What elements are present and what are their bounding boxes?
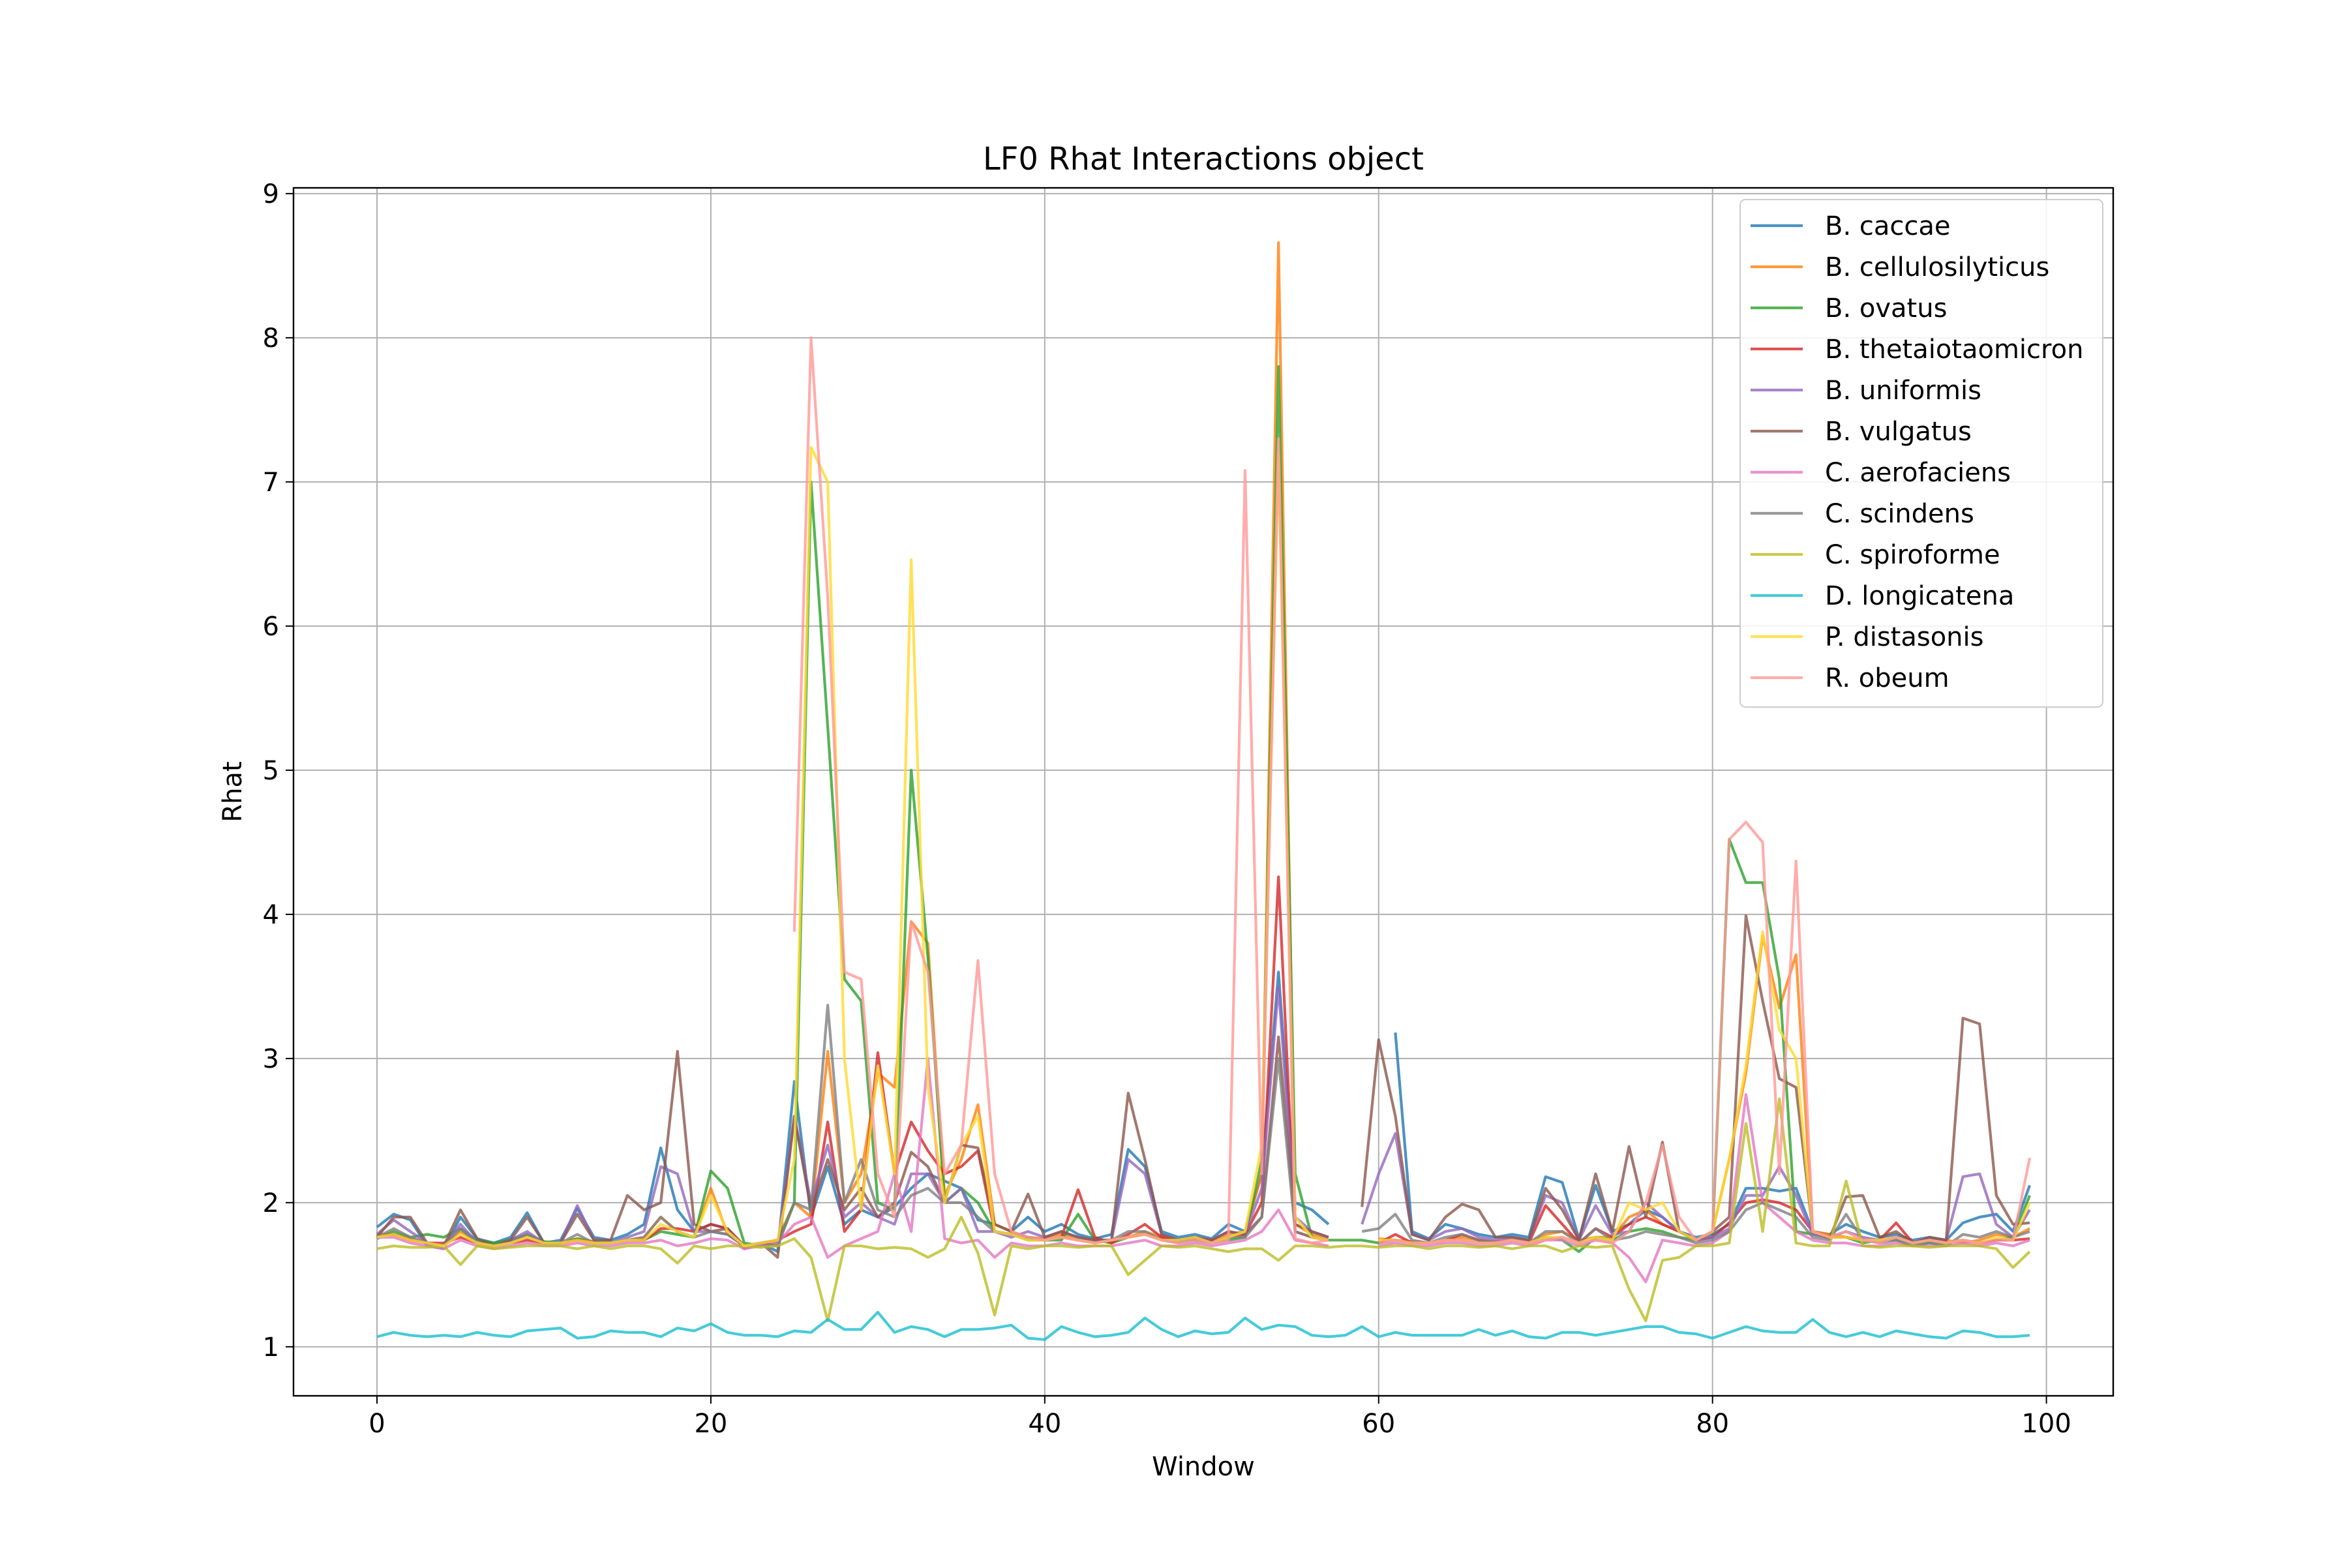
legend-label-p-distasonis: P. distasonis xyxy=(1825,622,1983,652)
legend-box xyxy=(1739,199,2103,708)
legend-label-b-vulgatus: B. vulgatus xyxy=(1825,417,1972,447)
legend-label-b-caccae: B. caccae xyxy=(1825,211,1950,241)
series-line-r-obeum xyxy=(792,336,2032,1244)
x-tick-label: 100 xyxy=(2021,1409,2071,1439)
legend-label-c-scindens: C. scindens xyxy=(1825,499,1974,529)
legend-label-b-ovatus: B. ovatus xyxy=(1825,294,1947,324)
x-axis-label: Window xyxy=(1152,1452,1255,1482)
y-tick-label: 4 xyxy=(263,900,279,930)
series-layer xyxy=(376,241,2032,1341)
legend: B. caccae B. cellulosilyticus B. ovatus B. … xyxy=(1739,199,2103,708)
legend-label-r-obeum: R. obeum xyxy=(1825,663,1949,693)
grid-layer xyxy=(294,188,2113,1396)
y-tick-label: 7 xyxy=(263,468,279,498)
y-tick-label: 1 xyxy=(263,1333,279,1363)
y-axis-label: Rhat xyxy=(218,761,248,822)
y-tick-label: 8 xyxy=(263,324,279,354)
y-tick-label: 5 xyxy=(263,756,279,786)
y-tick-label: 2 xyxy=(263,1188,279,1218)
legend-label-c-spiroforme: C. spiroforme xyxy=(1825,540,2000,570)
chart-title: LF0 Rhat Interactions object xyxy=(983,141,1424,177)
legend-label-c-aerofaciens: C. aerofaciens xyxy=(1825,458,2011,488)
x-tick-label: 20 xyxy=(694,1409,727,1439)
x-tick-label: 40 xyxy=(1028,1409,1061,1439)
x-tick-label: 0 xyxy=(369,1409,385,1439)
y-tick-label: 6 xyxy=(263,612,279,642)
y-tick-label: 3 xyxy=(263,1044,279,1074)
plot-frame xyxy=(292,187,2115,1397)
legend-label-b-cellulosilyticus: B. cellulosilyticus xyxy=(1825,252,2049,282)
x-tick-label: 60 xyxy=(1362,1409,1395,1439)
series-line-d-longicatena xyxy=(376,1310,2030,1341)
tick-layer: 0 20 40 60 80 100 1 2 3 4 5 6 7 8 9 xyxy=(263,179,2071,1439)
legend-label-b-uniformis: B. uniformis xyxy=(1825,376,1981,406)
y-tick-label: 9 xyxy=(263,179,279,209)
legend-label-b-thetaiotaomicron: B. thetaiotaomicron xyxy=(1825,335,2083,365)
legend-label-d-longicatena: D. longicatena xyxy=(1825,581,2014,611)
series-line-c-spiroforme xyxy=(376,1097,2031,1323)
x-tick-label: 80 xyxy=(1696,1409,1729,1439)
